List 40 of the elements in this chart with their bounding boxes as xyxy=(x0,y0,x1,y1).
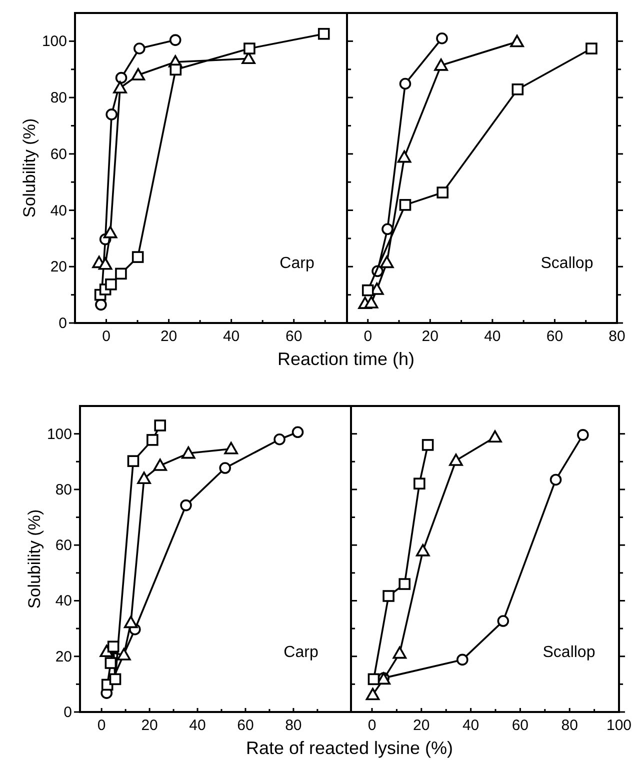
y-tick-label: 60 xyxy=(50,146,67,163)
x-tick-label: 60 xyxy=(237,717,254,734)
y-tick-label: 40 xyxy=(55,592,72,610)
x-tick-label: 20 xyxy=(422,328,438,345)
x-tick-label: 0 xyxy=(97,717,106,734)
y-tick-label: 100 xyxy=(42,33,67,50)
x-tick-label: 40 xyxy=(189,717,206,734)
x-tick-label: 20 xyxy=(413,717,430,734)
x-tick-label: 20 xyxy=(160,328,178,345)
x-tick-label: 40 xyxy=(462,717,480,734)
y-tick-label: 0 xyxy=(64,704,72,721)
y-axis-title: Solubility (%) xyxy=(20,118,39,218)
y-tick-label: 60 xyxy=(55,537,72,554)
x-tick-label: 0 xyxy=(102,328,110,345)
x-tick-label: 80 xyxy=(561,717,578,734)
y-tick-label: 20 xyxy=(50,258,67,276)
annotation: Scallop xyxy=(542,644,596,661)
annotation: Carp xyxy=(284,644,318,661)
x-tick-label: 60 xyxy=(286,328,302,345)
y-tick-label: 100 xyxy=(46,426,72,443)
x-tick-label: 80 xyxy=(608,328,626,345)
x-tick-label: 40 xyxy=(222,328,240,345)
y-tick-label: 0 xyxy=(58,315,67,332)
y-tick-label: 80 xyxy=(50,90,67,107)
x-axis-title: Reaction time (h) xyxy=(277,349,415,369)
x-tick-label: 100 xyxy=(606,717,632,734)
y-tick-label: 40 xyxy=(50,202,67,220)
x-tick-label: 60 xyxy=(546,328,564,345)
x-tick-label: 80 xyxy=(285,717,302,734)
x-tick-label: 0 xyxy=(368,717,376,734)
x-tick-label: 40 xyxy=(484,328,501,345)
x-tick-label: 20 xyxy=(141,717,158,734)
y-axis-title: Solubility (%) xyxy=(25,509,44,609)
x-tick-label: 60 xyxy=(512,717,529,734)
x-axis-title: Rate of reacted lysine (%) xyxy=(246,738,454,758)
y-tick-label: 80 xyxy=(55,481,72,498)
x-tick-label: 0 xyxy=(364,328,372,345)
annotation: Carp xyxy=(280,255,314,272)
annotation: Scallop xyxy=(540,255,594,272)
y-tick-label: 20 xyxy=(55,648,72,666)
